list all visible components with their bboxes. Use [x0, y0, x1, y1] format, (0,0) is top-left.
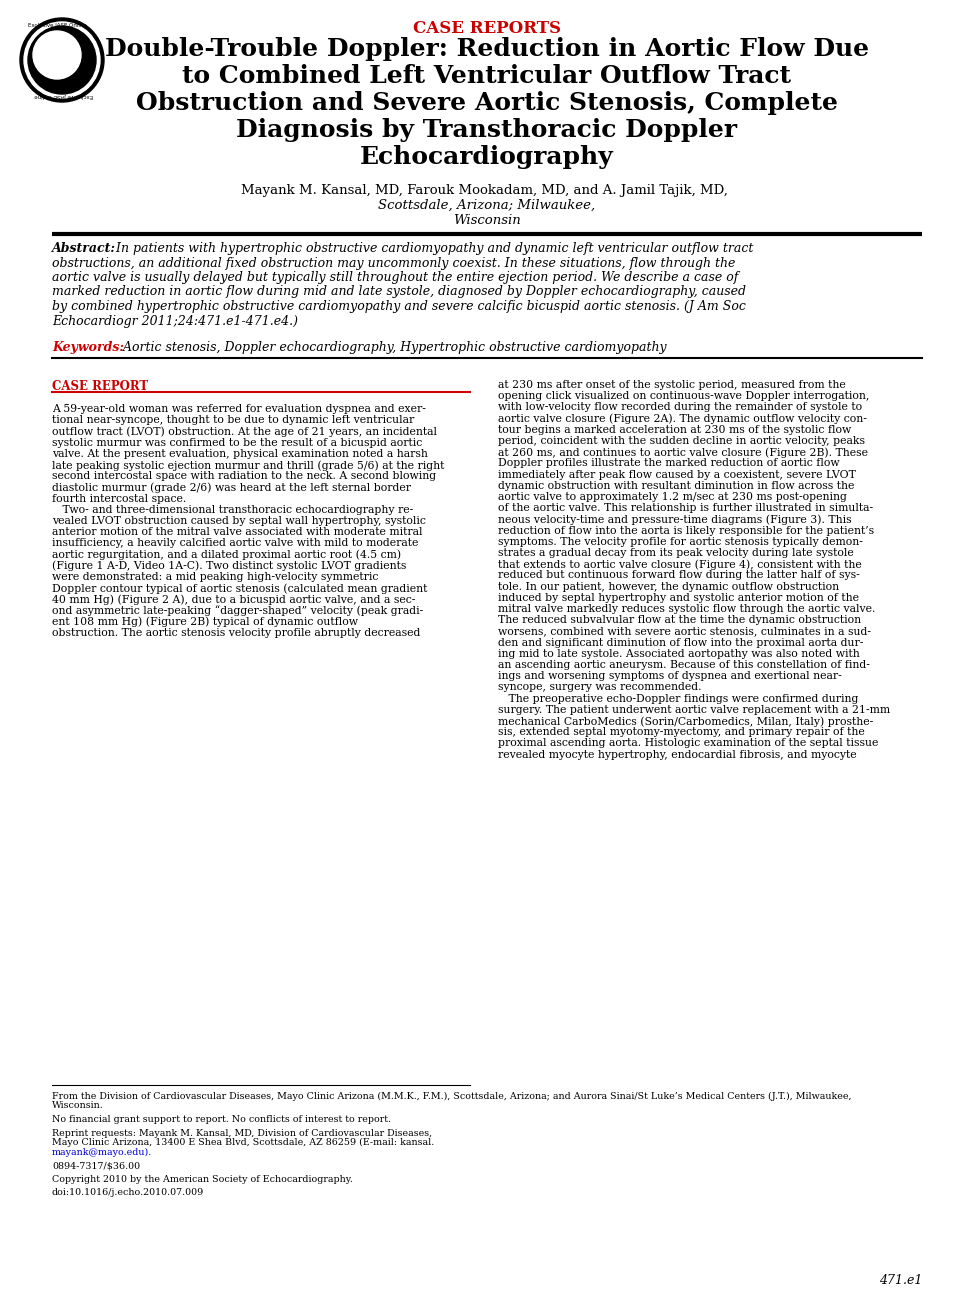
Text: ent 108 mm Hg) (Figure 2B) typical of dynamic outflow: ent 108 mm Hg) (Figure 2B) typical of dy… — [52, 617, 358, 628]
Text: aortic valve closure (Figure 2A). The dynamic outflow velocity con-: aortic valve closure (Figure 2A). The dy… — [498, 414, 867, 424]
Text: syncope, surgery was recommended.: syncope, surgery was recommended. — [498, 683, 701, 693]
Text: ond asymmetric late-peaking “dagger-shaped” velocity (peak gradi-: ond asymmetric late-peaking “dagger-shap… — [52, 606, 423, 616]
Text: revealed myocyte hypertrophy, endocardial fibrosis, and myocyte: revealed myocyte hypertrophy, endocardia… — [498, 749, 857, 760]
Text: Echocardiography: Echocardiography — [360, 145, 614, 170]
Text: worsens, combined with severe aortic stenosis, culminates in a sud-: worsens, combined with severe aortic ste… — [498, 626, 871, 637]
Text: to Combined Left Ventricular Outflow Tract: to Combined Left Ventricular Outflow Tra… — [182, 64, 792, 87]
Text: second intercostal space with radiation to the neck. A second blowing: second intercostal space with radiation … — [52, 471, 436, 482]
Text: den and significant diminution of flow into the proximal aorta dur-: den and significant diminution of flow i… — [498, 638, 864, 647]
Text: Doppler contour typical of aortic stenosis (calculated mean gradient: Doppler contour typical of aortic stenos… — [52, 583, 427, 594]
Text: Wisconsin.: Wisconsin. — [52, 1101, 103, 1111]
Text: of the aortic valve. This relationship is further illustrated in simulta-: of the aortic valve. This relationship i… — [498, 504, 874, 513]
Text: Mayo Clinic Arizona, 13400 E Shea Blvd, Scottsdale, AZ 86259 (E-mail: kansal.: Mayo Clinic Arizona, 13400 E Shea Blvd, … — [52, 1138, 434, 1147]
Text: doi:10.1016/j.echo.2010.07.009: doi:10.1016/j.echo.2010.07.009 — [52, 1188, 204, 1197]
Text: ings and worsening symptoms of dyspnea and exertional near-: ings and worsening symptoms of dyspnea a… — [498, 671, 841, 681]
Text: 0894-7317/$36.00: 0894-7317/$36.00 — [52, 1161, 140, 1171]
Text: Exclusive JASE Online: Exclusive JASE Online — [27, 23, 87, 27]
Text: The preoperative echo-Doppler findings were confirmed during: The preoperative echo-Doppler findings w… — [498, 693, 858, 703]
Text: valve. At the present evaluation, physical examination noted a harsh: valve. At the present evaluation, physic… — [52, 449, 428, 459]
Text: Mayank M. Kansal, MD, Farouk Mookadam, MD, and A. Jamil Tajik, MD,: Mayank M. Kansal, MD, Farouk Mookadam, M… — [242, 184, 732, 197]
Text: Doppler profiles illustrate the marked reduction of aortic flow: Doppler profiles illustrate the marked r… — [498, 458, 839, 468]
Text: late peaking systolic ejection murmur and thrill (grade 5/6) at the right: late peaking systolic ejection murmur an… — [52, 459, 445, 471]
Text: at 230 ms after onset of the systolic period, measured from the: at 230 ms after onset of the systolic pe… — [498, 380, 845, 390]
Text: tole. In our patient, however, the dynamic outflow obstruction: tole. In our patient, however, the dynam… — [498, 582, 839, 591]
Text: Scottsdale, Arizona; Milwaukee,: Scottsdale, Arizona; Milwaukee, — [378, 198, 596, 211]
Text: were demonstrated: a mid peaking high-velocity symmetric: were demonstrated: a mid peaking high-ve… — [52, 572, 378, 582]
Text: mayank@mayo.edu).: mayank@mayo.edu). — [52, 1147, 152, 1156]
Text: tour begins a marked acceleration at 230 ms of the systolic flow: tour begins a marked acceleration at 230… — [498, 425, 851, 435]
Text: Aortic stenosis, Doppler echocardiography, Hypertrophic obstructive cardiomyopat: Aortic stenosis, Doppler echocardiograph… — [119, 341, 667, 354]
Circle shape — [24, 22, 100, 98]
Text: with low-velocity flow recorded during the remainder of systole to: with low-velocity flow recorded during t… — [498, 402, 862, 412]
Text: 471.e1: 471.e1 — [878, 1274, 922, 1287]
Text: The reduced subvalvular flow at the time the dynamic obstruction: The reduced subvalvular flow at the time… — [498, 615, 861, 625]
Text: surgery. The patient underwent aortic valve replacement with a 21-mm: surgery. The patient underwent aortic va… — [498, 705, 890, 715]
Text: In patients with hypertrophic obstructive cardiomyopathy and dynamic left ventri: In patients with hypertrophic obstructiv… — [112, 241, 754, 254]
Text: Reprint requests: Mayank M. Kansal, MD, Division of Cardiovascular Diseases,: Reprint requests: Mayank M. Kansal, MD, … — [52, 1129, 432, 1138]
Text: marked reduction in aortic flow during mid and late systole, diagnosed by Dopple: marked reduction in aortic flow during m… — [52, 286, 746, 299]
Text: fourth intercostal space.: fourth intercostal space. — [52, 493, 186, 504]
Text: dynamic obstruction with resultant diminution in flow across the: dynamic obstruction with resultant dimin… — [498, 480, 854, 491]
Text: sis, extended septal myotomy-myectomy, and primary repair of the: sis, extended septal myotomy-myectomy, a… — [498, 727, 865, 737]
Text: reduced but continuous forward flow during the latter half of sys-: reduced but continuous forward flow duri… — [498, 570, 860, 581]
Text: No financial grant support to report. No conflicts of interest to report.: No financial grant support to report. No… — [52, 1114, 391, 1124]
Circle shape — [33, 31, 81, 80]
Text: aortic valve is usually delayed but typically still throughout the entire ejecti: aortic valve is usually delayed but typi… — [52, 271, 738, 284]
Text: at 260 ms, and continues to aortic valve closure (Figure 2B). These: at 260 ms, and continues to aortic valve… — [498, 448, 868, 458]
Text: insufficiency, a heavily calcified aortic valve with mild to moderate: insufficiency, a heavily calcified aorti… — [52, 539, 418, 548]
Text: opening click visualized on continuous-wave Doppler interrogation,: opening click visualized on continuous-w… — [498, 392, 870, 401]
Text: Two- and three-dimensional transthoracic echocardiography re-: Two- and three-dimensional transthoracic… — [52, 505, 413, 514]
Text: tional near-syncope, thought to be due to dynamic left ventricular: tional near-syncope, thought to be due t… — [52, 415, 414, 425]
Text: that extends to aortic valve closure (Figure 4), consistent with the: that extends to aortic valve closure (Fi… — [498, 560, 862, 570]
Text: Diagnosis by Transthoracic Doppler: Diagnosis by Transthoracic Doppler — [237, 117, 737, 142]
Text: Obstruction and Severe Aortic Stenosis, Complete: Obstruction and Severe Aortic Stenosis, … — [136, 91, 838, 115]
Text: mitral valve markedly reduces systolic flow through the aortic valve.: mitral valve markedly reduces systolic f… — [498, 604, 876, 613]
Text: Keywords:: Keywords: — [52, 341, 124, 354]
Circle shape — [20, 18, 104, 102]
Text: Double-Trouble Doppler: Reduction in Aortic Flow Due: Double-Trouble Doppler: Reduction in Aor… — [105, 37, 869, 61]
Text: From the Division of Cardiovascular Diseases, Mayo Clinic Arizona (M.M.K., F.M.): From the Division of Cardiovascular Dise… — [52, 1092, 851, 1101]
Text: ing mid to late systole. Associated aortopathy was also noted with: ing mid to late systole. Associated aort… — [498, 649, 860, 659]
Text: A 59-year-old woman was referred for evaluation dyspnea and exer-: A 59-year-old woman was referred for eva… — [52, 405, 426, 414]
Text: Echocardiogr 2011;24:471.e1-471.e4.): Echocardiogr 2011;24:471.e1-471.e4.) — [52, 315, 298, 328]
Text: obstructions, an additional fixed obstruction may uncommonly coexist. In these s: obstructions, an additional fixed obstru… — [52, 257, 735, 270]
Circle shape — [28, 26, 96, 94]
Text: Abstract:: Abstract: — [52, 241, 116, 254]
Text: diastolic murmur (grade 2/6) was heard at the left sternal border: diastolic murmur (grade 2/6) was heard a… — [52, 483, 411, 493]
Text: obstruction. The aortic stenosis velocity profile abruptly decreased: obstruction. The aortic stenosis velocit… — [52, 628, 420, 638]
Text: immediately after peak flow caused by a coexistent, severe LVOT: immediately after peak flow caused by a … — [498, 470, 856, 480]
Text: proximal ascending aorta. Histologic examination of the septal tissue: proximal ascending aorta. Histologic exa… — [498, 739, 878, 748]
Text: outflow tract (LVOT) obstruction. At the age of 21 years, an incidental: outflow tract (LVOT) obstruction. At the… — [52, 427, 437, 437]
Text: vealed LVOT obstruction caused by septal wall hypertrophy, systolic: vealed LVOT obstruction caused by septal… — [52, 515, 426, 526]
Text: anterior motion of the mitral valve associated with moderate mitral: anterior motion of the mitral valve asso… — [52, 527, 422, 538]
Text: aortic valve to approximately 1.2 m/sec at 230 ms post-opening: aortic valve to approximately 1.2 m/sec … — [498, 492, 847, 502]
Text: 40 mm Hg) (Figure 2 A), due to a bicuspid aortic valve, and a sec-: 40 mm Hg) (Figure 2 A), due to a bicuspi… — [52, 594, 415, 606]
Text: Exclusive JASE Online: Exclusive JASE Online — [35, 93, 94, 98]
Text: neous velocity-time and pressure-time diagrams (Figure 3). This: neous velocity-time and pressure-time di… — [498, 514, 851, 525]
Text: mechanical CarboMedics (Sorin/Carbomedics, Milan, Italy) prosthe-: mechanical CarboMedics (Sorin/Carbomedic… — [498, 716, 874, 727]
Text: aortic regurgitation, and a dilated proximal aortic root (4.5 cm): aortic regurgitation, and a dilated prox… — [52, 549, 401, 560]
Text: period, coincident with the sudden decline in aortic velocity, peaks: period, coincident with the sudden decli… — [498, 436, 865, 446]
Text: an ascending aortic aneurysm. Because of this constellation of find-: an ascending aortic aneurysm. Because of… — [498, 660, 870, 669]
Text: systolic murmur was confirmed to be the result of a bicuspid aortic: systolic murmur was confirmed to be the … — [52, 437, 422, 448]
Text: symptoms. The velocity profile for aortic stenosis typically demon-: symptoms. The velocity profile for aorti… — [498, 536, 863, 547]
Text: Copyright 2010 by the American Society of Echocardiography.: Copyright 2010 by the American Society o… — [52, 1174, 353, 1184]
Text: induced by septal hypertrophy and systolic anterior motion of the: induced by septal hypertrophy and systol… — [498, 592, 859, 603]
Text: e: e — [58, 51, 71, 69]
Text: reduction of flow into the aorta is likely responsible for the patient’s: reduction of flow into the aorta is like… — [498, 526, 875, 535]
Text: CASE REPORT: CASE REPORT — [52, 380, 148, 393]
Text: strates a gradual decay from its peak velocity during late systole: strates a gradual decay from its peak ve… — [498, 548, 854, 559]
Text: CASE REPORTS: CASE REPORTS — [413, 20, 561, 37]
Text: Wisconsin: Wisconsin — [453, 214, 521, 227]
Text: (Figure 1 A-D, Video 1A-C). Two distinct systolic LVOT gradients: (Figure 1 A-D, Video 1A-C). Two distinct… — [52, 561, 407, 572]
Text: by combined hypertrophic obstructive cardiomyopathy and severe calcific bicuspid: by combined hypertrophic obstructive car… — [52, 300, 746, 313]
